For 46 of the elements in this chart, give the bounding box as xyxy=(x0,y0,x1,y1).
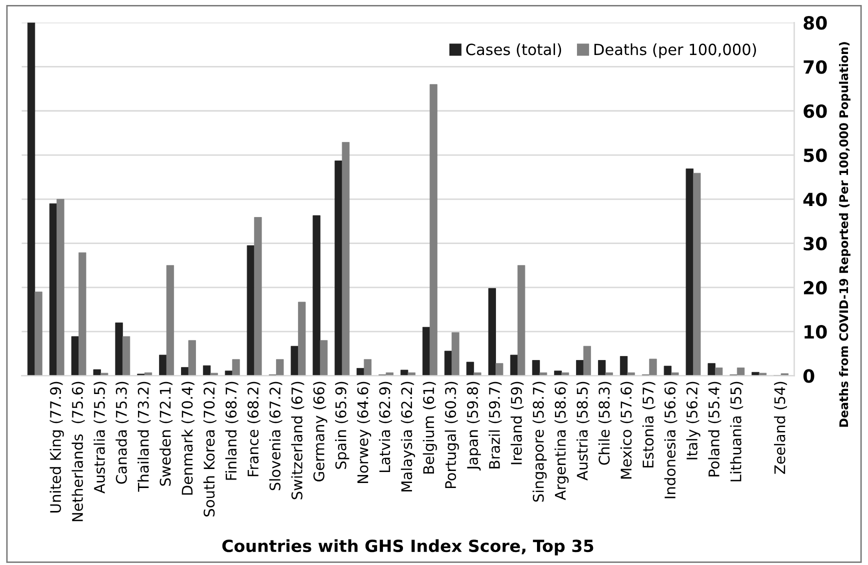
x-tick-label: Portugal (60.3) xyxy=(444,382,459,488)
y2-tick-label: 10 xyxy=(804,325,827,339)
y2-axis-title: Deaths from COVID-19 Reported (Per 100,000 Population) xyxy=(839,42,850,427)
y2-tick-label: 50 xyxy=(804,148,827,162)
x-tick-label: Spain (65.9) xyxy=(335,382,350,469)
y2-tick-label: 60 xyxy=(804,104,827,118)
x-tick-label: Denmark (70.4) xyxy=(181,382,194,495)
legend-label: Deaths (per 100,000) xyxy=(594,43,756,58)
x-tick-label: Indonesia (56.6) xyxy=(664,382,678,498)
x-tick-label: Finland (68.7) xyxy=(225,382,238,480)
x-tick-label: Australia (75.5) xyxy=(94,382,107,494)
y2-tick-label: 70 xyxy=(804,60,827,74)
x-tick-label: Argentina (58.6) xyxy=(554,382,569,500)
x-tick-label: Switzerland (67) xyxy=(291,382,304,500)
x-tick-label: Germany (66) xyxy=(313,382,328,482)
x-tick-label: Belgium (61) xyxy=(422,382,437,474)
x-tick-label: Italy (56.2) xyxy=(686,382,700,460)
x-tick-label: Austria (58.5) xyxy=(576,382,590,480)
x-tick-label: Norwey (64.6) xyxy=(357,382,372,483)
x-tick-label: Japan (59.8) xyxy=(466,382,481,470)
x-tick-label: Thailand (73.2) xyxy=(138,382,151,492)
x-tick-label: Estonia (57) xyxy=(642,382,656,468)
x-tick-label: South Korea (70.2) xyxy=(203,382,216,516)
x-tick-label: Mexico (57.6) xyxy=(620,382,634,479)
y2-tick-label: 0 xyxy=(803,369,814,383)
x-tick-label: Chile (58.3) xyxy=(598,382,612,465)
x-tick-label: Sweden (72.1) xyxy=(159,382,172,486)
x-tick-label: Lithuania (55) xyxy=(730,382,744,482)
x-tick-label: Ireland (59) xyxy=(510,382,524,464)
x-tick-label: United King (77.9) xyxy=(50,382,64,512)
x-tick-label: Netherlands (75.6) xyxy=(72,382,85,522)
y2-tick-label: 30 xyxy=(804,236,827,250)
x-tick-label: Singapore (58.7) xyxy=(532,382,547,502)
x-tick-label: France (68.2) xyxy=(247,382,260,476)
y2-tick-label: 80 xyxy=(804,16,827,30)
x-tick-label: Canada (75.3) xyxy=(116,382,129,484)
x-tick-label: Brazil (59.7) xyxy=(488,382,502,468)
x-tick-label: Latvia (62.9) xyxy=(378,382,392,472)
x-tick-label: Poland (55.4) xyxy=(708,382,722,476)
y2-tick-label: 40 xyxy=(803,192,827,206)
x-tick-label: Malaysia (62.2) xyxy=(400,382,416,492)
x-axis-title: Countries with GHS Index Score, Top 35 xyxy=(222,539,594,556)
y2-tick-label: 20 xyxy=(804,280,827,295)
x-tick-label: Slovenia (67.2) xyxy=(269,382,282,490)
legend-label: Cases (total) xyxy=(466,43,562,58)
x-tick-label: Zeeland (54) xyxy=(774,382,787,474)
